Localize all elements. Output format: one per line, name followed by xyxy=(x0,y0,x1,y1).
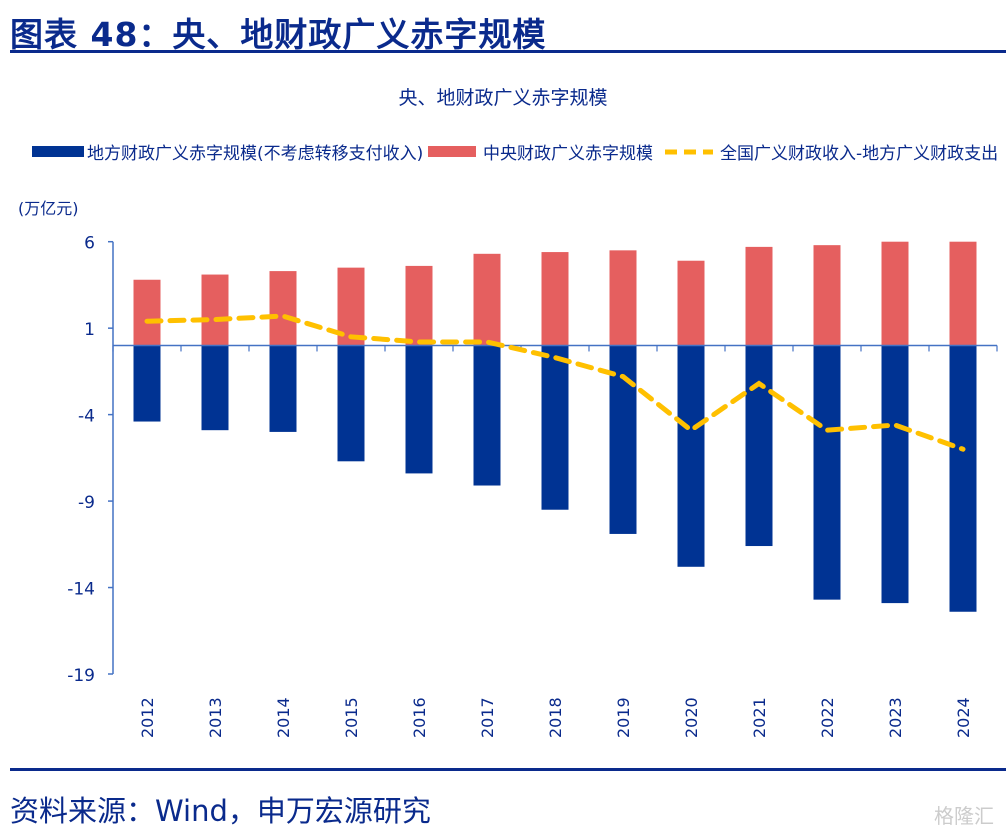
y-tick-label: 6 xyxy=(84,234,95,254)
legend: 地方财政广义赤字规模(不考虑转移支付收入) 中央财政广义赤字规模 全国广义财政收入-… xyxy=(32,144,998,164)
legend-label-2: 全国广义财政收入-地方广义财政支出 xyxy=(720,144,998,164)
bar-central xyxy=(881,241,909,346)
figure-title: 图表 48：央、地财政广义赤字规模 xyxy=(10,15,547,54)
bar-central xyxy=(405,265,433,346)
bar-local xyxy=(541,345,569,510)
bar-central xyxy=(201,274,229,346)
legend-label-1: 中央财政广义赤字规模 xyxy=(483,144,653,164)
bar-local xyxy=(949,345,977,612)
y-tick-label: -4 xyxy=(78,407,95,427)
x-tick-label: 2021 xyxy=(750,697,769,738)
x-tick-label: 2015 xyxy=(342,697,361,738)
x-tick-label: 2016 xyxy=(410,697,429,738)
x-tick-label: 2022 xyxy=(818,697,837,738)
bar-local xyxy=(269,345,297,432)
y-tick-label: -14 xyxy=(67,580,95,600)
x-tick-label: 2020 xyxy=(682,697,701,738)
bar-local xyxy=(405,345,433,474)
x-tick-label: 2013 xyxy=(206,697,225,738)
y-tick-label: 1 xyxy=(84,320,95,340)
bar-local xyxy=(813,345,841,600)
bar-central xyxy=(541,252,569,346)
x-tick-label: 2019 xyxy=(614,697,633,738)
y-tick-label: -9 xyxy=(78,493,95,513)
source-divider xyxy=(10,768,1006,771)
bar-local xyxy=(201,345,229,431)
legend-swatch-0 xyxy=(32,146,84,157)
x-tick-label: 2014 xyxy=(274,697,293,738)
bar-central xyxy=(609,250,637,346)
title-divider xyxy=(10,50,1006,53)
y-tick-label: -19 xyxy=(67,666,95,686)
source-note: 资料来源：Wind，申万宏源研究 xyxy=(10,794,431,828)
x-tick-label: 2012 xyxy=(138,697,157,738)
bar-central xyxy=(269,271,297,346)
x-tick-label: 2024 xyxy=(954,697,973,738)
bar-central xyxy=(473,253,501,346)
y-axis-unit: (万亿元) xyxy=(18,199,79,218)
bar-local xyxy=(677,345,705,567)
bar-central xyxy=(745,246,773,346)
chart-title: 央、地财政广义赤字规模 xyxy=(398,87,607,109)
legend-label-0: 地方财政广义赤字规模(不考虑转移支付收入) xyxy=(87,144,423,164)
watermark: 格隆汇 xyxy=(934,804,994,828)
bar-local xyxy=(745,345,773,547)
bar-local xyxy=(133,345,161,422)
bar-local xyxy=(337,345,365,462)
x-tick-label: 2023 xyxy=(886,697,905,738)
legend-swatch-1 xyxy=(428,146,476,157)
x-tick-label: 2018 xyxy=(546,697,565,738)
x-tick-label: 2017 xyxy=(478,697,497,738)
bar-central xyxy=(813,245,841,346)
bar-central xyxy=(133,279,161,346)
bar-local xyxy=(473,345,501,486)
bar-local xyxy=(881,345,909,604)
bar-central xyxy=(677,260,705,346)
bar-central xyxy=(949,241,977,346)
